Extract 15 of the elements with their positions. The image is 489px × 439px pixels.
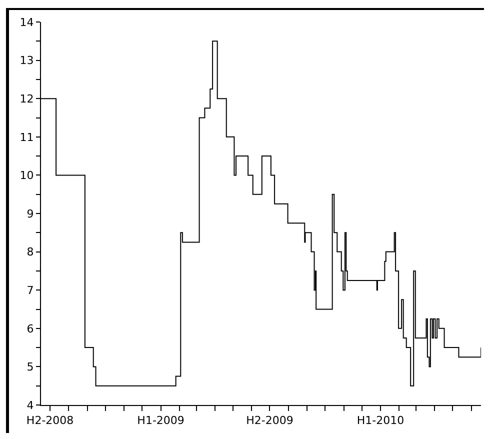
x-tick-label: H2-2009 bbox=[246, 414, 294, 428]
y-tick-label: 11 bbox=[20, 130, 34, 144]
y-tick-label: 6 bbox=[26, 322, 34, 336]
x-tick-label: H2-2008 bbox=[26, 414, 74, 428]
y-tick-label: 12 bbox=[20, 92, 34, 106]
y-tick-label: 4 bbox=[26, 398, 34, 412]
y-tick-label: 13 bbox=[20, 54, 34, 68]
y-tick-label: 5 bbox=[26, 360, 34, 374]
y-tick-label: 14 bbox=[20, 16, 34, 29]
x-tick-label: H1-2010 bbox=[356, 414, 404, 428]
x-tick-label: H1-2009 bbox=[137, 414, 184, 428]
y-tick-label: 7 bbox=[26, 284, 34, 297]
y-tick-label: 10 bbox=[20, 169, 34, 182]
y-tick-label: 9 bbox=[26, 207, 34, 220]
y-tick-label: 8 bbox=[26, 246, 34, 259]
